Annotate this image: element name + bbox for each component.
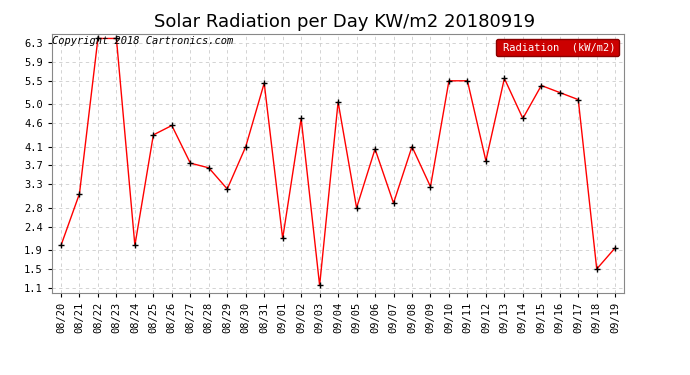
Text: Solar Radiation per Day KW/m2 20180919: Solar Radiation per Day KW/m2 20180919 — [155, 13, 535, 31]
Legend: Radiation  (kW/m2): Radiation (kW/m2) — [496, 39, 619, 56]
Text: Copyright 2018 Cartronics.com: Copyright 2018 Cartronics.com — [52, 36, 234, 46]
